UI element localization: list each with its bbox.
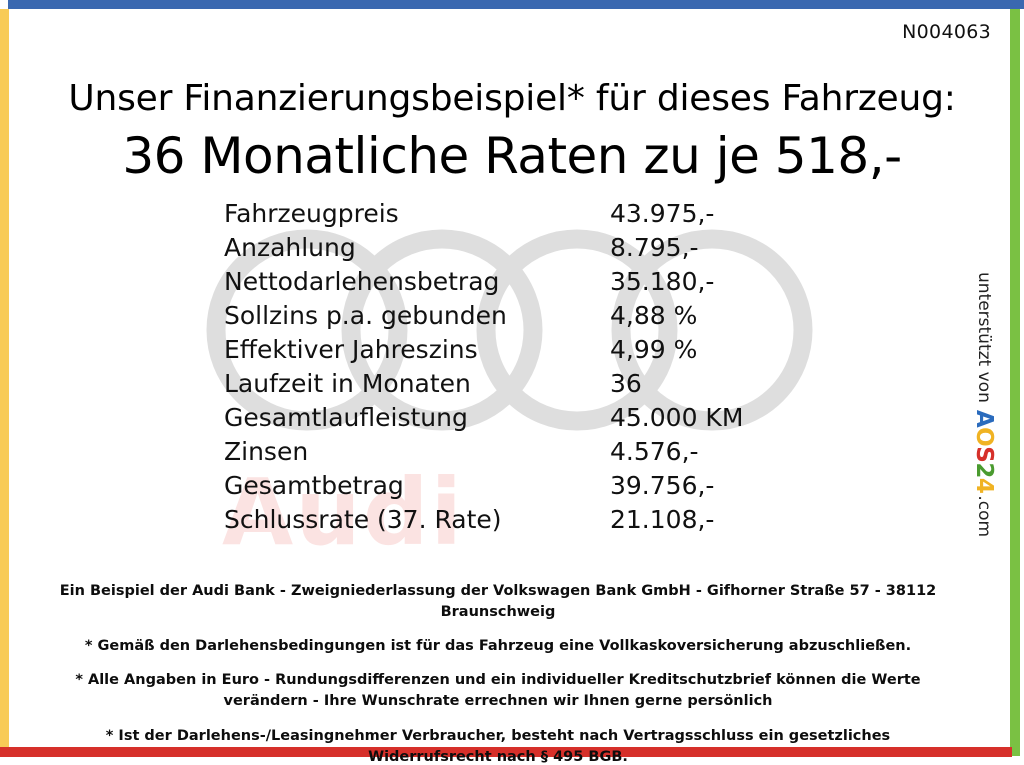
table-row: Schlussrate (37. Rate) 21.108,- <box>224 503 824 537</box>
finance-details-table: Fahrzeugpreis 43.975,- Anzahlung 8.795,-… <box>224 197 824 537</box>
sponsor-credit: unterstützt von AOS24 .com <box>962 272 1006 562</box>
sponsor-prefix-label: unterstützt von <box>974 272 994 403</box>
legal-line-euro: * Alle Angaben in Euro - Rundungsdiffere… <box>75 672 921 709</box>
row-value: 35.180,- <box>610 267 715 296</box>
table-row: Zinsen 4.576,- <box>224 435 824 469</box>
row-value: 43.975,- <box>610 199 715 228</box>
row-value: 36 <box>610 369 642 398</box>
row-label: Laufzeit in Monaten <box>224 369 471 398</box>
aos24-letter-o: O <box>971 427 997 447</box>
table-row: Laufzeit in Monaten 36 <box>224 367 824 401</box>
page-title: Unser Finanzierungsbeispiel* für dieses … <box>68 78 956 119</box>
table-row: Gesamtlaufleistung 45.000 KM <box>224 401 824 435</box>
row-label: Fahrzeugpreis <box>224 199 399 228</box>
aos24-letter-s: S <box>971 446 997 463</box>
table-row: Sollzins p.a. gebunden 4,88 % <box>224 299 824 333</box>
row-label: Zinsen <box>224 437 309 466</box>
row-value: 39.756,- <box>610 471 715 500</box>
aos24-letter-4: 4 <box>971 477 997 494</box>
row-label: Effektiver Jahreszins <box>224 335 478 364</box>
aos24-letter-a: A <box>971 409 997 428</box>
row-label: Gesamtbetrag <box>224 471 404 500</box>
row-value: 4.576,- <box>610 437 699 466</box>
frame-bar-left <box>0 9 9 747</box>
row-value: 45.000 KM <box>610 403 744 432</box>
legal-line-bank: Ein Beispiel der Audi Bank - Zweignieder… <box>59 583 937 620</box>
page-subtitle-rate: 36 Monatliche Raten zu je 518,- <box>122 127 902 185</box>
aos24-logo: AOS24 <box>971 410 997 493</box>
finance-table-body: Fahrzeugpreis 43.975,- Anzahlung 8.795,-… <box>224 197 824 537</box>
row-label: Sollzins p.a. gebunden <box>224 301 507 330</box>
row-value: 4,88 % <box>610 301 698 330</box>
table-row: Nettodarlehensbetrag 35.180,- <box>224 265 824 299</box>
table-row: Anzahlung 8.795,- <box>224 231 824 265</box>
document-id-code: N004063 <box>902 21 991 43</box>
row-label: Nettodarlehensbetrag <box>224 267 500 296</box>
legal-line-widerruf: * Ist der Darlehens-/Leasingnehmer Verbr… <box>105 728 891 765</box>
row-value: 4,99 % <box>610 335 698 364</box>
aos24-letter-2: 2 <box>971 462 997 478</box>
row-value: 8.795,- <box>610 233 699 262</box>
row-label: Schlussrate (37. Rate) <box>224 505 502 534</box>
legal-line-kasko: * Gemäß den Darlehensbedingungen ist für… <box>84 638 912 654</box>
row-label: Gesamtlaufleistung <box>224 403 468 432</box>
frame-bar-top <box>8 0 1024 9</box>
row-label: Anzahlung <box>224 233 356 262</box>
legal-footnotes: Ein Beispiel der Audi Bank - Zweignieder… <box>42 581 954 765</box>
sponsor-credit-inner: unterstützt von AOS24 .com <box>962 272 1006 562</box>
frame-bar-right <box>1010 9 1020 756</box>
table-row: Fahrzeugpreis 43.975,- <box>224 197 824 231</box>
table-row: Effektiver Jahreszins 4,99 % <box>224 333 824 367</box>
table-row: Gesamtbetrag 39.756,- <box>224 469 824 503</box>
frame-bar-bottom <box>0 747 1012 757</box>
row-value: 21.108,- <box>610 505 715 534</box>
sponsor-domain-suffix: .com <box>974 495 994 538</box>
